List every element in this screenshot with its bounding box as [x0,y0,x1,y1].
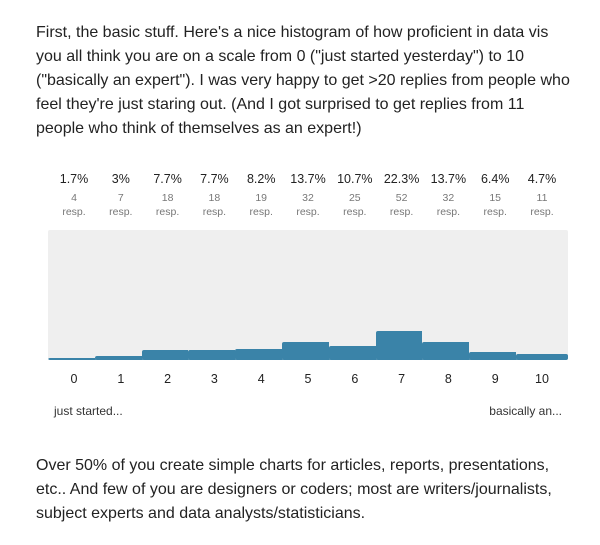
percent-label: 13.7% [290,172,326,186]
bar-track [188,230,241,360]
bar-track [469,230,522,360]
percent-label: 7.7% [200,172,229,186]
response-count-label: 25 [348,192,361,204]
bar [422,342,475,360]
percent-label: 7.7% [153,172,182,186]
percent-label: 4.7% [527,172,557,186]
bar-track [516,230,568,360]
percent-label: 22.3% [383,172,420,186]
response-unit-label: resp. [249,206,273,218]
bar [282,342,334,360]
x-tick-label: 1 [117,372,125,386]
response-count-label: 11 [536,192,548,204]
bar-track [422,230,475,360]
response-unit-label: resp. [483,206,507,218]
bar [469,352,522,360]
intro-paragraph: First, the basic stuff. Here's a nice hi… [36,24,570,137]
percent-label: 10.7% [337,172,373,186]
bar-track [375,230,428,360]
response-unit-label: resp. [109,206,133,218]
bar-track [235,230,288,360]
bar-track [94,230,147,360]
percent-label: 3% [111,172,130,186]
response-count-label: 18 [161,192,174,204]
percent-label: 13.7% [430,172,467,186]
bar [328,346,381,360]
response-count-label: 32 [302,192,314,204]
response-count-label: 4 [71,192,77,204]
bar-track [282,230,334,360]
bar-track [48,230,100,360]
bar [188,350,241,360]
response-unit-label: resp. [343,206,367,218]
bar [516,354,568,360]
response-unit-label: resp. [530,206,554,218]
x-tick-label: 8 [444,372,452,386]
bar [235,349,288,360]
x-tick-label: 9 [491,372,499,386]
response-count-label: 32 [442,192,455,204]
outro-paragraph: Over 50% of you create simple charts for… [36,457,552,522]
bar [94,356,147,360]
x-tick-label: 0 [70,372,78,386]
x-tick-label: 4 [257,372,265,386]
response-unit-label: resp. [389,206,414,218]
response-unit-label: resp. [155,206,180,218]
response-count-label: 52 [395,192,408,204]
bar-track [141,230,194,360]
proficiency-histogram: just started... basically an... 1.7% 4 res… [48,168,568,428]
percent-label: 6.4% [480,172,510,186]
bar-track [328,230,381,360]
bar [48,358,100,360]
scale-start-label: just started... [54,404,123,418]
response-count-label: 18 [208,192,221,204]
response-unit-label: resp. [436,206,461,218]
percent-label: 8.2% [246,172,276,186]
x-tick-label: 2 [164,372,172,386]
response-unit-label: resp. [202,206,227,218]
response-count-label: 15 [489,192,502,204]
x-tick-label: 3 [210,372,218,386]
x-tick-label: 5 [304,372,312,386]
bar [375,331,428,360]
x-tick-label: 10 [535,372,549,386]
x-tick-label: 6 [351,372,359,386]
response-unit-label: resp. [62,206,86,218]
response-unit-label: resp. [296,206,320,218]
x-tick-label: 7 [398,372,406,386]
response-count-label: 7 [117,192,124,204]
response-count-label: 19 [255,192,268,204]
scale-end-label: basically an... [489,404,562,418]
bar [141,350,194,360]
percent-label: 1.7% [59,172,89,186]
